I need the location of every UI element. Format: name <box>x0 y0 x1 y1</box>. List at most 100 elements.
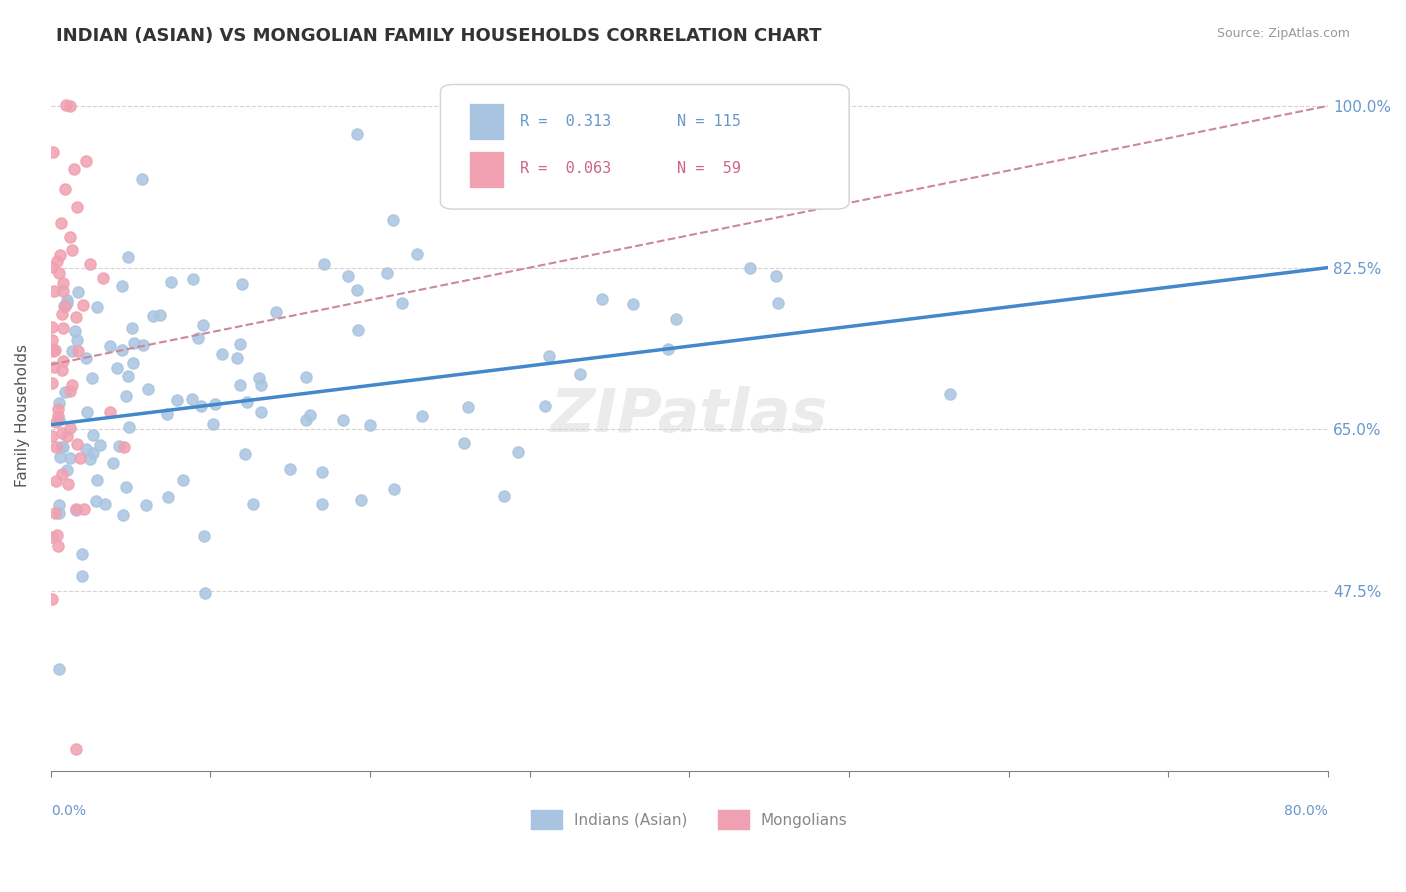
Point <box>101 456 124 470</box>
Point <box>46 528 69 542</box>
Point <box>48 498 70 512</box>
Point <box>231 277 253 291</box>
Point <box>48 413 70 427</box>
Point <box>65 310 87 324</box>
Point <box>621 296 644 310</box>
Point <box>86 473 108 487</box>
Point <box>53 384 76 399</box>
Point <box>111 508 134 522</box>
Point <box>347 323 370 337</box>
Text: N = 115: N = 115 <box>676 114 741 129</box>
Point <box>41 376 63 390</box>
Point <box>229 337 252 351</box>
Point <box>69 451 91 466</box>
Text: R =  0.313: R = 0.313 <box>520 114 610 129</box>
Point <box>46 254 69 268</box>
Point <box>60 343 83 358</box>
Point <box>91 271 114 285</box>
Point <box>142 309 165 323</box>
Point <box>59 229 82 244</box>
Point <box>278 462 301 476</box>
Point <box>187 331 209 345</box>
Point <box>46 402 69 417</box>
Point <box>45 440 67 454</box>
Point <box>63 325 86 339</box>
Point <box>42 343 65 358</box>
Point <box>51 426 73 441</box>
Point <box>226 351 249 365</box>
Point <box>382 482 405 496</box>
Legend: Indians (Asian), Mongolians: Indians (Asian), Mongolians <box>526 804 853 835</box>
Point <box>108 439 131 453</box>
Point <box>82 428 104 442</box>
Point <box>250 404 273 418</box>
Point <box>121 356 143 370</box>
Point <box>56 463 79 477</box>
Point <box>49 450 72 464</box>
FancyBboxPatch shape <box>468 151 505 187</box>
Text: ZIPatlas: ZIPatlas <box>551 386 828 445</box>
Point <box>42 284 65 298</box>
Point <box>311 465 333 479</box>
Point <box>48 409 70 423</box>
Point <box>569 368 592 382</box>
Point <box>105 361 128 376</box>
Point <box>157 491 180 505</box>
Point <box>65 742 87 756</box>
Point <box>236 395 259 409</box>
Point <box>48 662 70 676</box>
Point <box>190 399 212 413</box>
Point <box>41 320 63 334</box>
Point <box>534 399 557 413</box>
Point <box>766 296 789 310</box>
Point <box>52 285 75 299</box>
Point <box>66 437 89 451</box>
Point <box>45 475 67 489</box>
Point <box>70 568 93 582</box>
Point <box>48 396 70 410</box>
Point <box>311 497 333 511</box>
Point <box>56 295 79 310</box>
Point <box>294 370 316 384</box>
Point <box>295 413 318 427</box>
Point <box>508 444 530 458</box>
Point <box>193 529 215 543</box>
Point <box>160 275 183 289</box>
Point <box>41 342 63 356</box>
Point <box>118 419 141 434</box>
Point <box>406 246 429 260</box>
Point <box>56 477 79 491</box>
FancyBboxPatch shape <box>440 85 849 209</box>
Point <box>117 251 139 265</box>
Point <box>266 304 288 318</box>
Point <box>135 498 157 512</box>
Point <box>457 401 479 415</box>
Point <box>73 502 96 516</box>
Point <box>52 276 75 290</box>
Point <box>75 154 97 169</box>
Point <box>59 384 82 398</box>
Point <box>382 212 405 227</box>
Point <box>202 417 225 431</box>
Point <box>41 530 63 544</box>
Point <box>346 128 368 142</box>
Point <box>79 257 101 271</box>
Point <box>44 343 66 357</box>
Point <box>52 354 75 368</box>
Point <box>181 271 204 285</box>
Point <box>233 447 256 461</box>
Point <box>55 98 77 112</box>
Point <box>172 473 194 487</box>
Point <box>122 336 145 351</box>
Point <box>359 418 381 433</box>
Point <box>51 362 73 376</box>
Point <box>332 413 354 427</box>
Point <box>67 343 90 358</box>
Point <box>56 293 79 308</box>
Text: N =  59: N = 59 <box>676 161 741 176</box>
Point <box>60 378 83 392</box>
Text: Source: ZipAtlas.com: Source: ZipAtlas.com <box>1216 27 1350 40</box>
Point <box>63 162 86 177</box>
Point <box>72 298 94 312</box>
Point <box>41 260 63 274</box>
